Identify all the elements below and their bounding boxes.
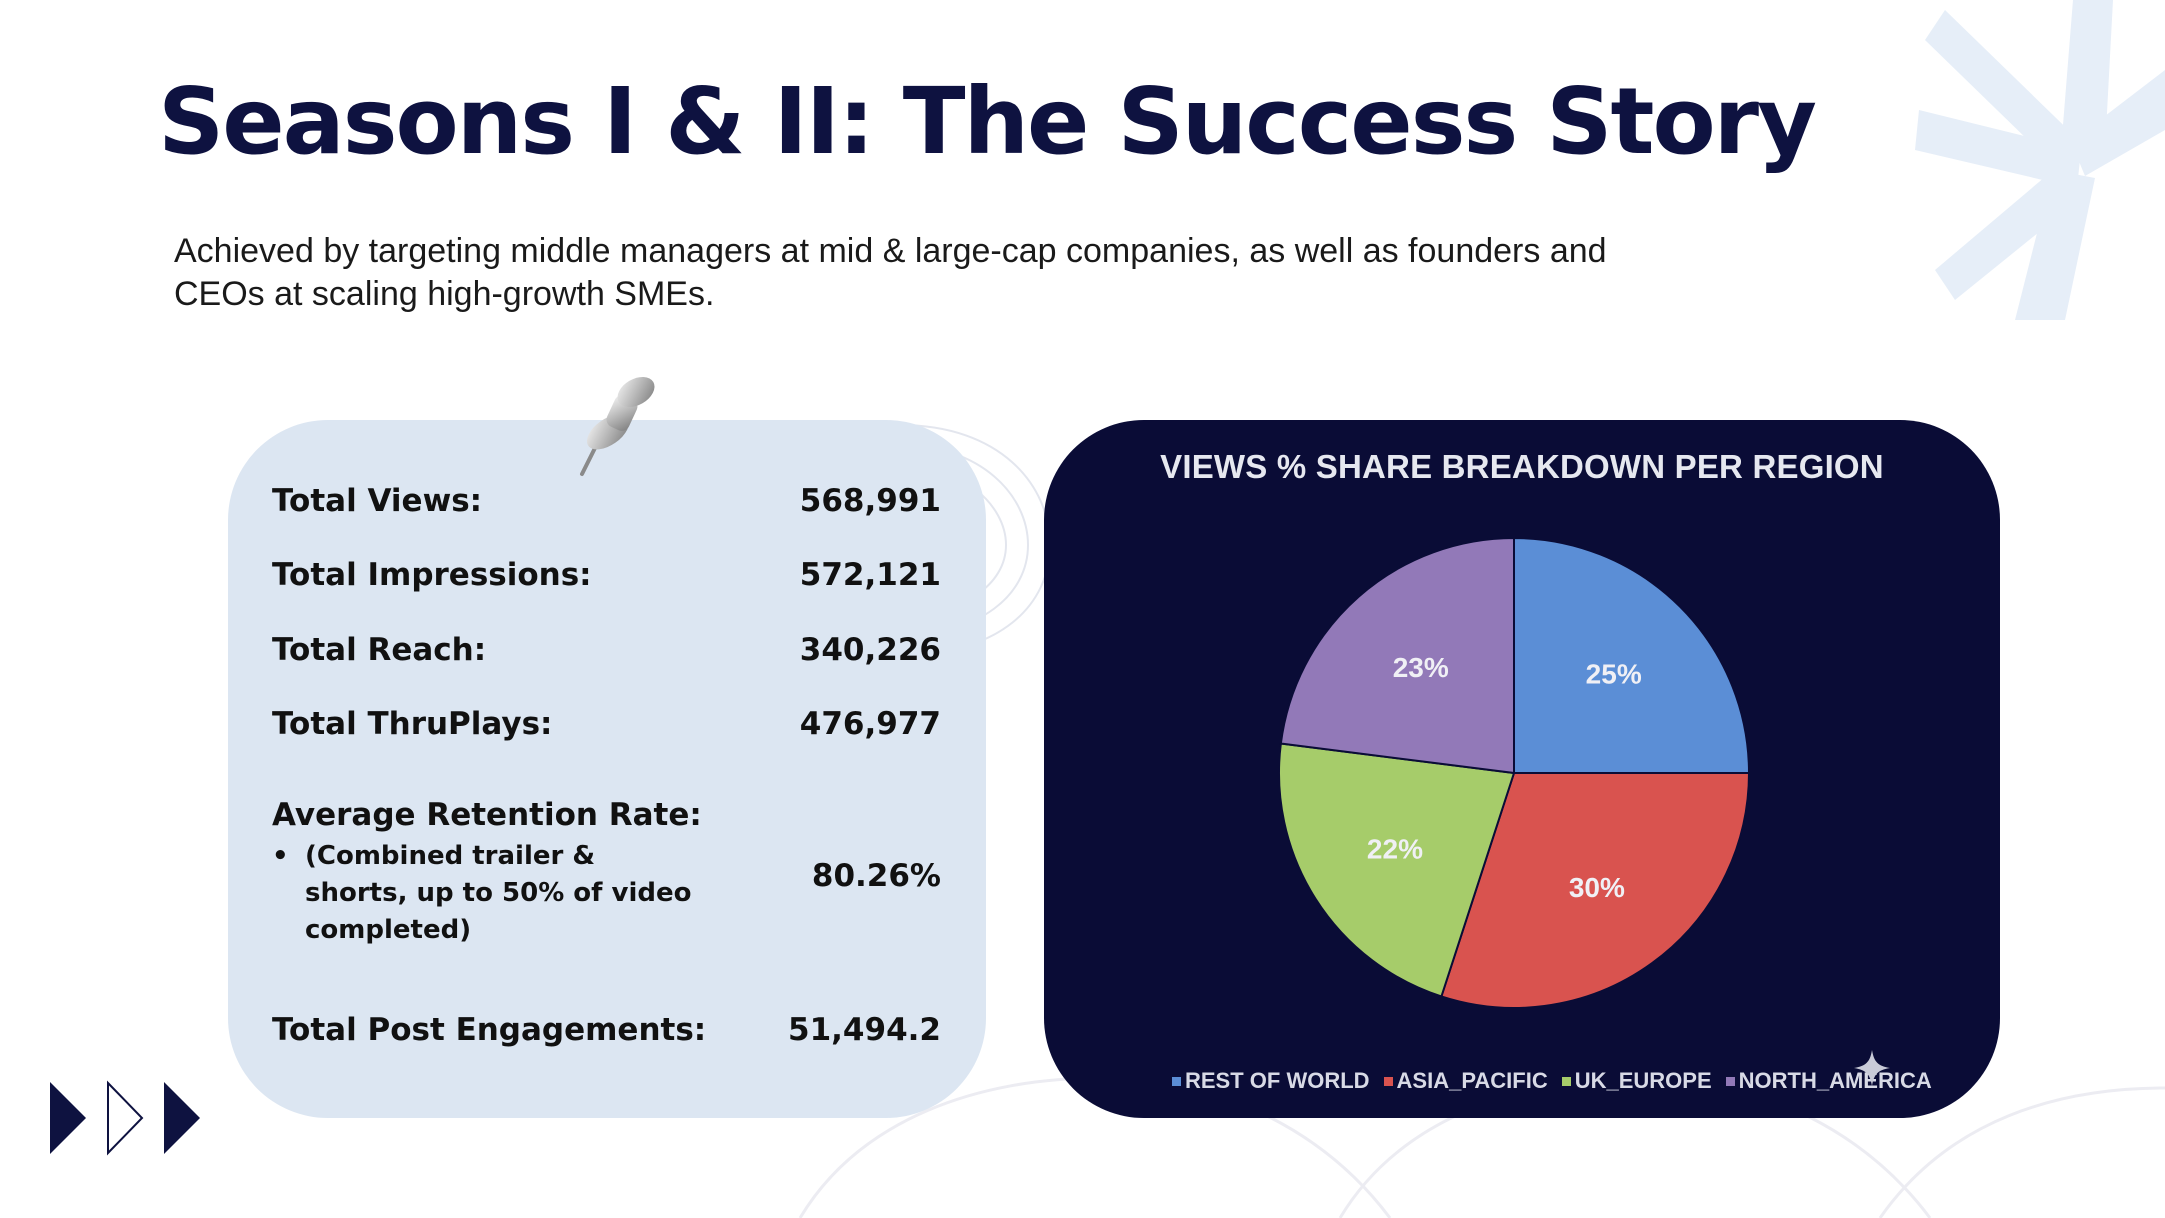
pushpin-icon xyxy=(580,376,655,476)
legend-item: UK_EUROPE xyxy=(1561,1068,1712,1094)
legend-label: NORTH_AMERICA xyxy=(1738,1068,1932,1093)
stat-row-total-impressions: Total Impressions: 572,121 xyxy=(272,557,941,593)
retention-label: Average Retention Rate: xyxy=(272,797,702,833)
stat-label: Total Views: xyxy=(272,483,483,519)
legend-swatch xyxy=(1561,1076,1571,1086)
triangle-arrow-icon xyxy=(50,1082,86,1154)
pie-chart: 25% 30% 22% 23% xyxy=(1278,536,1751,1009)
slide-title: Seasons I & II: The Success Story xyxy=(158,68,1817,175)
slide-subtitle: Achieved by targeting middle managers at… xyxy=(174,232,1607,313)
stat-label: Total ThruPlays: xyxy=(272,706,553,742)
sparkle-icon xyxy=(1854,1050,1890,1086)
retention-note-text: (Combined trailer & shorts, up to 50% of… xyxy=(305,841,692,945)
chart-legend: REST OF WORLD ASIA_PACIFIC UK_EUROPE NOR… xyxy=(1172,1068,1932,1094)
legend-label: REST OF WORLD xyxy=(1185,1068,1370,1093)
retention-value: 80.26% xyxy=(811,858,941,894)
stat-row-total-post-engagements: Total Post Engagements: 51,494.2 xyxy=(272,1012,941,1048)
stat-value: 476,977 xyxy=(799,706,941,742)
stat-value: 568,991 xyxy=(799,483,941,519)
stat-label: Total Impressions: xyxy=(272,557,592,593)
stat-row-total-reach: Total Reach: 340,226 xyxy=(272,632,941,668)
legend-label: ASIA_PACIFIC xyxy=(1396,1068,1548,1093)
pie-slice xyxy=(1440,772,1751,1009)
slice-data-label: 22% xyxy=(1367,834,1423,865)
pie-slice xyxy=(1279,536,1515,775)
slice-data-label: 30% xyxy=(1569,872,1625,903)
stat-value: 51,494.2 xyxy=(788,1012,941,1048)
legend-swatch xyxy=(1172,1076,1181,1086)
stat-label: Total Reach: xyxy=(272,632,487,668)
stats-card: Total Views: 568,991 Total Impressions: … xyxy=(228,420,986,1118)
pie-slice xyxy=(1278,742,1516,998)
stat-label: Total Post Engagements: xyxy=(272,1012,707,1048)
background-star-decoration xyxy=(1915,0,2165,320)
slice-data-label: 25% xyxy=(1586,658,1642,689)
nav-arrows xyxy=(50,1080,200,1156)
slice-data-label: 23% xyxy=(1393,652,1449,683)
triangle-arrow-icon xyxy=(164,1082,200,1154)
stat-value: 340,226 xyxy=(799,632,941,668)
bullet-icon: • xyxy=(272,841,289,871)
legend-item: ASIA_PACIFIC xyxy=(1383,1068,1548,1094)
retention-note: • (Combined trailer & shorts, up to 50% … xyxy=(272,838,692,949)
chart-card: VIEWS % SHARE BREAKDOWN PER REGION 25% 30… xyxy=(1044,420,2000,1118)
legend-label: UK_EUROPE xyxy=(1574,1068,1712,1093)
legend-item: REST OF WORLD xyxy=(1172,1068,1370,1094)
pie-slice xyxy=(1513,536,1751,774)
stat-row-total-views: Total Views: 568,991 xyxy=(272,483,941,519)
legend-swatch xyxy=(1383,1076,1393,1086)
chart-title: VIEWS % SHARE BREAKDOWN PER REGION xyxy=(1160,448,1884,485)
stat-row-total-thruplays: Total ThruPlays: 476,977 xyxy=(272,706,941,742)
legend-swatch xyxy=(1725,1076,1735,1086)
stat-value: 572,121 xyxy=(799,557,941,593)
triangle-arrow-icon xyxy=(107,1080,144,1156)
legend-item: NORTH_AMERICA xyxy=(1725,1068,1932,1094)
